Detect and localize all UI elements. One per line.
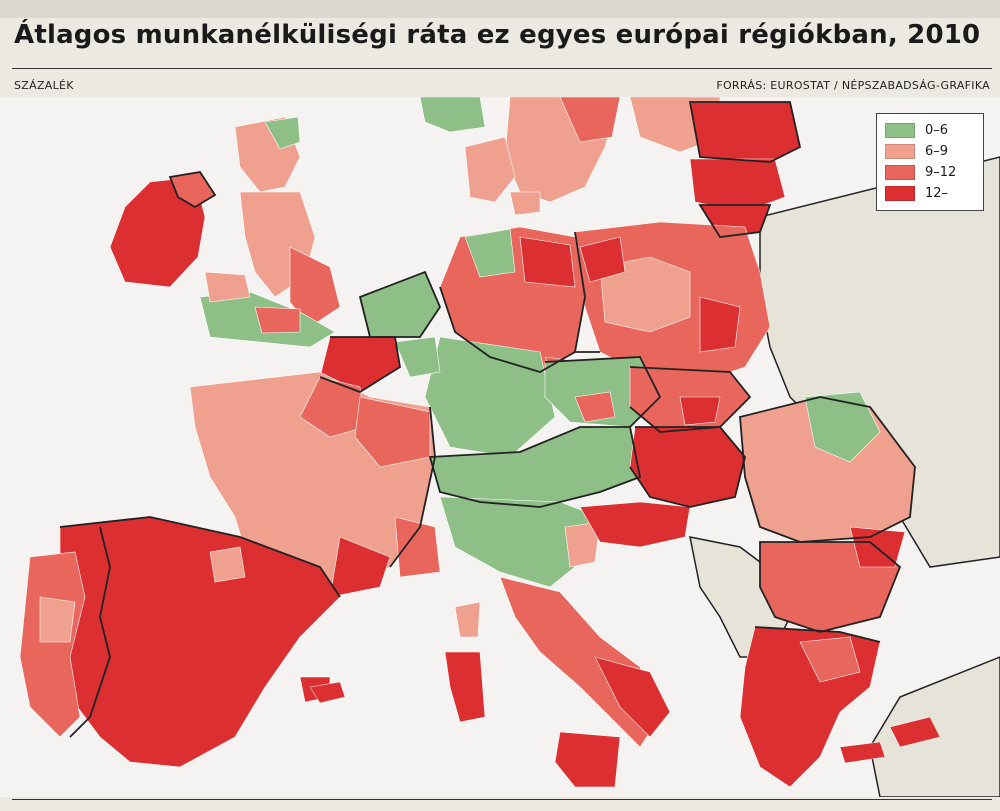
legend-item: 9–12 [885,162,975,183]
legend-swatch [885,165,915,180]
region-denmark [464,136,541,216]
map-title: Átlagos munkanélküliségi ráta ez egyes e… [14,20,981,50]
source-label: FORRÁS: EUROSTAT / NÉPSZABADSÁG-GRAFIKA [716,79,990,92]
region-greece [739,626,881,788]
legend-swatch [885,144,915,159]
region-croatia [579,501,691,548]
legend-swatch [885,123,915,138]
legend-label: 9–12 [925,165,957,180]
title-rule [12,68,992,69]
legend-swatch [885,186,915,201]
region-hungary-slovakia [629,366,751,508]
legend-label: 12– [925,186,949,201]
region-uk [199,116,341,348]
region-poland [574,221,771,383]
legend-label: 6–9 [925,144,949,159]
national-borders [59,101,916,738]
region-baltics [689,101,801,238]
bottom-rule [12,799,992,800]
europe-map [0,97,1000,797]
region-iberia [19,516,341,768]
region-ireland [109,171,216,288]
legend-item: 12– [885,183,975,204]
legend-item: 0–6 [885,120,975,141]
unit-label: SZÁZALÉK [14,79,74,92]
header-strip [0,0,1000,18]
legend-label: 0–6 [925,123,949,138]
legend: 0–6 6–9 9–12 12– [876,113,984,211]
region-italy-south [444,576,671,788]
region-islands [309,681,941,764]
region-italy-north [439,496,601,588]
legend-item: 6–9 [885,141,975,162]
